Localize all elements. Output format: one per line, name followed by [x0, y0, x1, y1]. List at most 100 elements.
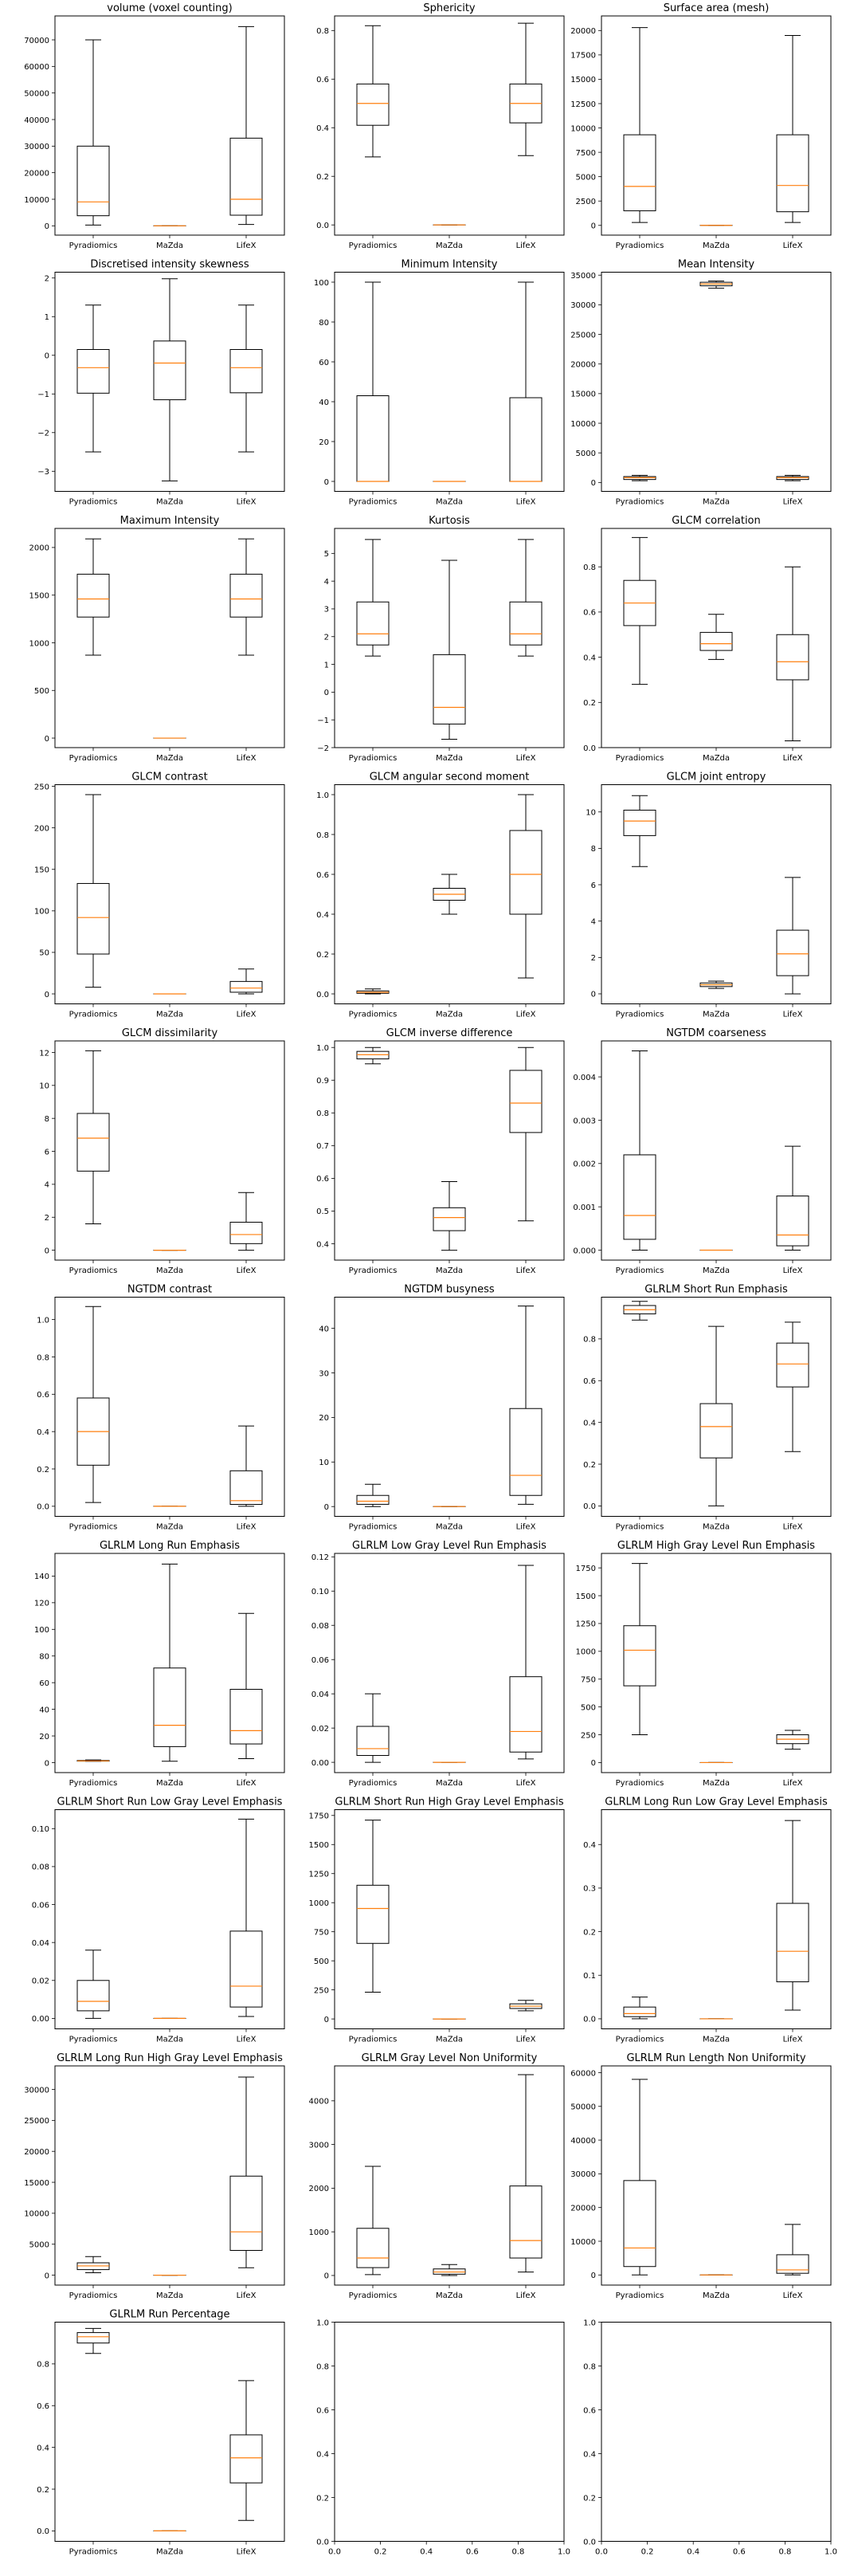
- x-tick-label-pyradiomics: Pyradiomics: [616, 2291, 664, 2300]
- y-tick-label: 100: [314, 279, 329, 288]
- x-tick-label-lifex: LifeX: [516, 754, 536, 763]
- x-tick-label-mazda: MaZda: [156, 1011, 183, 1019]
- x-tick-label-pyradiomics: Pyradiomics: [349, 1266, 398, 1275]
- box-pyradiomics: [356, 539, 390, 657]
- y-tick-label: 0: [324, 689, 329, 697]
- box-lifex: [776, 2224, 809, 2276]
- axes-frame: [601, 1040, 832, 1261]
- y-tick-label: 0.9: [316, 1077, 329, 1086]
- x-tick-label: 1.0: [825, 2548, 837, 2557]
- iqr-box: [509, 1070, 543, 1133]
- x-tick-label-mazda: MaZda: [436, 498, 463, 507]
- y-tick-label: −1: [37, 391, 49, 399]
- y-tick-label: 1500: [29, 591, 49, 600]
- x-tick-label-lifex: LifeX: [516, 1266, 536, 1275]
- y-tick-label: 0.6: [583, 1377, 596, 1386]
- y-tick-label: 8: [591, 845, 596, 854]
- x-tick-label-lifex: LifeX: [783, 1779, 803, 1788]
- subplot-20: GLRLM Low Gray Level Run Emphasis 0.00 0.0…: [311, 1540, 565, 1788]
- y-tick-label: 0.6: [583, 2406, 596, 2415]
- y-tick-label: 5000: [576, 173, 596, 182]
- subplot-25: GLRLM Long Run High Gray Level Emphasis 0…: [24, 2052, 285, 2300]
- x-tick-label-mazda: MaZda: [703, 1523, 730, 1532]
- y-tick-label: 0.1: [583, 1972, 596, 1981]
- subplot-11: GLCM angular second moment 0.0 0.2 0.4 0.6 0.…: [316, 772, 565, 1019]
- x-tick-label-mazda: MaZda: [156, 2291, 183, 2300]
- y-tick-label: 0: [45, 352, 49, 361]
- iqr-box: [76, 573, 110, 618]
- x-tick-label-mazda: MaZda: [436, 2036, 463, 2044]
- x-tick-label-pyradiomics: Pyradiomics: [349, 2036, 398, 2044]
- iqr-box: [509, 830, 543, 915]
- subplot-title: Discretised intensity skewness: [90, 259, 249, 271]
- y-tick-label: 0.2: [583, 2494, 596, 2503]
- box-pyradiomics: [356, 281, 390, 482]
- y-tick-label: 3000: [309, 2141, 329, 2150]
- y-tick-label: 30: [319, 1369, 329, 1378]
- x-tick-label-pyradiomics: Pyradiomics: [69, 1779, 118, 1788]
- subplot-title: volume (voxel counting): [107, 2, 233, 14]
- y-tick-label: 120: [34, 1600, 49, 1608]
- box-lifex: [509, 2074, 543, 2273]
- y-tick-label: 0: [45, 735, 49, 744]
- x-tick-label-lifex: LifeX: [516, 1779, 536, 1788]
- x-tick-label: 1.0: [558, 2548, 570, 2557]
- subplot-5: Minimum Intensity 0 20 40 60 80 100 Pyradiomics…: [314, 259, 565, 507]
- x-tick-label-lifex: LifeX: [783, 754, 803, 763]
- axes-frame: [54, 784, 285, 1004]
- x-tick-label-lifex: LifeX: [237, 2291, 257, 2300]
- y-tick-label: 1250: [309, 1871, 329, 1879]
- subplot-26: GLRLM Gray Level Non Uniformity 0 1000 2000…: [309, 2052, 565, 2300]
- y-tick-label: 1750: [309, 1812, 329, 1821]
- box-mazda: [433, 560, 466, 740]
- subplot-title: GLCM dissimilarity: [122, 1027, 218, 1039]
- subplot-2: Sphericity 0.0 0.2 0.4 0.6 0.8 Pyradiomics MaZd…: [316, 2, 565, 250]
- y-tick-label: 0.6: [583, 609, 596, 618]
- iqr-box: [356, 1884, 390, 1944]
- box-pyradiomics: [356, 1693, 390, 1763]
- subplot-17: NGTDM busyness 0 10 20 30 40 Pyradiomics MaZda L…: [319, 1284, 565, 1532]
- x-tick-label-lifex: LifeX: [516, 242, 536, 250]
- y-tick-label: 12: [39, 1049, 49, 1058]
- y-tick-label: 0.10: [32, 1825, 49, 1834]
- box-lifex: [776, 1145, 809, 1251]
- axes-frame: [601, 1297, 832, 1517]
- x-tick-label-mazda: MaZda: [703, 1011, 730, 1019]
- y-tick-label: 0.002: [573, 1160, 596, 1169]
- box-pyradiomics: [623, 1563, 656, 1736]
- y-tick-label: 1: [45, 313, 49, 322]
- axes-frame: [54, 15, 285, 236]
- y-tick-label: 40: [39, 1706, 49, 1714]
- subplot-title: GLRLM Low Gray Level Run Emphasis: [352, 1540, 546, 1552]
- subplot-title: GLCM contrast: [131, 772, 207, 783]
- x-tick-label-mazda: MaZda: [436, 1523, 463, 1532]
- y-tick-label: 4: [591, 917, 596, 926]
- x-tick-label-mazda: MaZda: [436, 242, 463, 250]
- box-lifex: [509, 1565, 543, 1760]
- y-tick-label: 70000: [24, 37, 49, 45]
- y-tick-label: 20000: [570, 2204, 596, 2213]
- x-tick-label-mazda: MaZda: [703, 242, 730, 250]
- iqr-box: [623, 134, 656, 211]
- x-tick-label-pyradiomics: Pyradiomics: [349, 498, 398, 507]
- x-tick-label-mazda: MaZda: [436, 2291, 463, 2300]
- subplot-title: GLRLM Long Run Low Gray Level Emphasis: [605, 1797, 828, 1808]
- y-tick-label: 5000: [29, 2241, 49, 2250]
- box-lifex: [509, 1306, 543, 1505]
- box-lifex: [229, 1612, 263, 1759]
- y-tick-label: 2: [324, 634, 329, 642]
- subplot-title: Maximum Intensity: [120, 515, 220, 527]
- iqr-box: [356, 83, 390, 126]
- y-tick-label: 40: [319, 399, 329, 407]
- box-lifex: [229, 968, 263, 995]
- box-pyradiomics: [623, 1301, 656, 1321]
- y-tick-label: 0.0: [316, 991, 329, 999]
- y-tick-label: 0.0: [37, 1503, 49, 1512]
- x-tick-label-pyradiomics: Pyradiomics: [616, 1266, 664, 1275]
- x-tick-label-lifex: LifeX: [783, 2291, 803, 2300]
- subplot-23: GLRLM Short Run High Gray Level Emphasis…: [309, 1797, 565, 2044]
- axes-frame: [54, 1040, 285, 1261]
- y-tick-label: 0.0: [583, 2016, 596, 2024]
- y-tick-label: 20000: [570, 27, 596, 36]
- axes-frame: [54, 1809, 285, 2029]
